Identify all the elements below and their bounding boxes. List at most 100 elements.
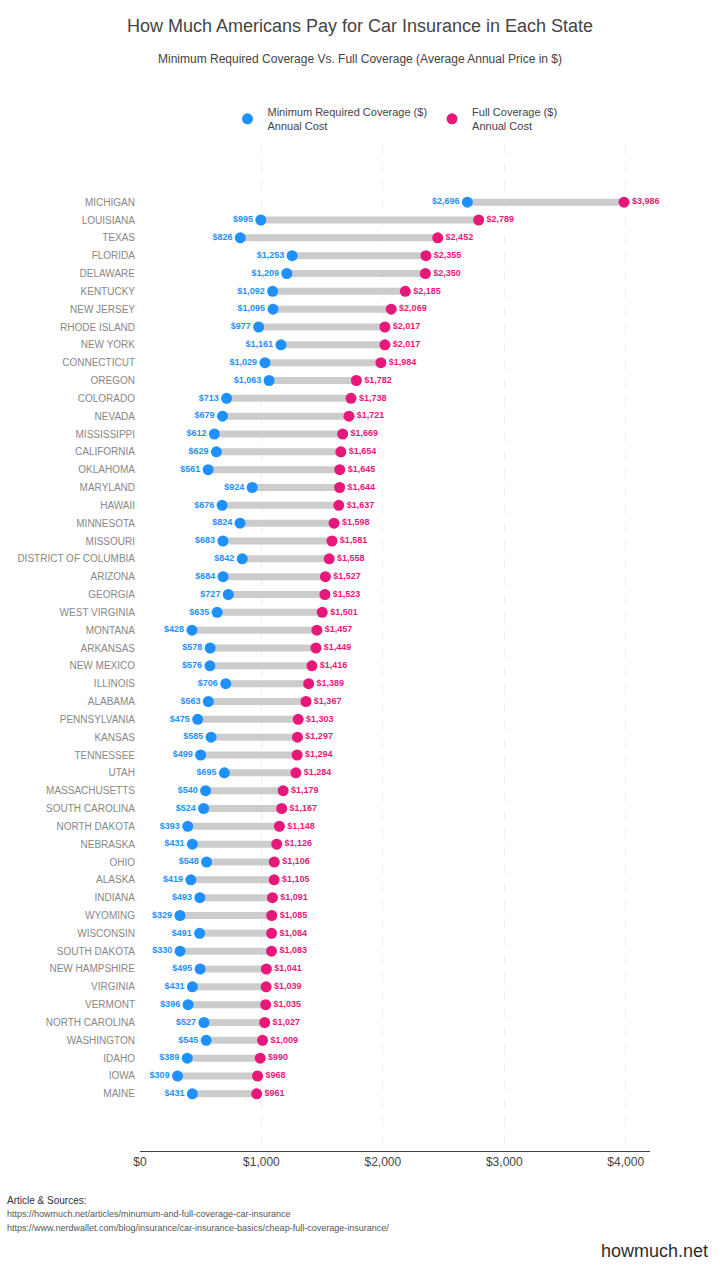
svg-text:INDIANA: INDIANA [94, 892, 135, 903]
svg-text:$924: $924 [224, 482, 244, 492]
svg-text:$1,637: $1,637 [347, 500, 375, 510]
svg-text:$612: $612 [186, 428, 206, 438]
svg-text:RHODE ISLAND: RHODE ISLAND [60, 322, 135, 333]
svg-text:$1,063: $1,063 [234, 375, 262, 385]
svg-text:$576: $576 [182, 660, 202, 670]
svg-text:$1,558: $1,558 [337, 553, 365, 563]
svg-text:Minimum Required Coverage ($)A: Minimum Required Coverage ($)Annual Cost [268, 106, 428, 132]
svg-text:WISCONSIN: WISCONSIN [77, 928, 135, 939]
svg-text:HAWAII: HAWAII [100, 500, 135, 511]
svg-text:NEW HAMPSHIRE: NEW HAMPSHIRE [49, 963, 135, 974]
svg-text:$1,095: $1,095 [238, 303, 266, 313]
svg-text:$563: $563 [180, 696, 200, 706]
svg-text:$713: $713 [199, 393, 219, 403]
svg-text:MICHIGAN: MICHIGAN [85, 197, 135, 208]
svg-text:ILLINOIS: ILLINOIS [94, 678, 135, 689]
svg-text:$683: $683 [195, 535, 215, 545]
svg-text:$3,986: $3,986 [632, 196, 660, 206]
svg-text:NEW YORK: NEW YORK [81, 339, 136, 350]
svg-text:$2,355: $2,355 [434, 250, 462, 260]
svg-text:$1,126: $1,126 [285, 838, 313, 848]
svg-text:$727: $727 [200, 589, 220, 599]
svg-text:$585: $585 [183, 731, 203, 741]
svg-text:$475: $475 [170, 714, 190, 724]
svg-text:$493: $493 [172, 892, 192, 902]
svg-text:$2,069: $2,069 [399, 303, 427, 313]
svg-text:MARYLAND: MARYLAND [80, 482, 135, 493]
svg-text:NORTH CAROLINA: NORTH CAROLINA [46, 1017, 136, 1028]
svg-text:DELAWARE: DELAWARE [80, 268, 136, 279]
svg-text:LOUISIANA: LOUISIANA [82, 215, 136, 226]
svg-text:$1,148: $1,148 [287, 821, 315, 831]
svg-text:$1,000: $1,000 [243, 1155, 280, 1169]
svg-text:$431: $431 [164, 1088, 184, 1098]
svg-text:ALASKA: ALASKA [96, 874, 135, 885]
svg-text:$389: $389 [159, 1052, 179, 1062]
svg-text:$1,209: $1,209 [251, 268, 279, 278]
svg-text:MINNESOTA: MINNESOTA [76, 518, 135, 529]
svg-text:MISSOURI: MISSOURI [86, 536, 135, 547]
svg-text:$1,009: $1,009 [270, 1035, 298, 1045]
svg-text:SOUTH DAKOTA: SOUTH DAKOTA [57, 946, 135, 957]
svg-text:SOUTH CAROLINA: SOUTH CAROLINA [46, 803, 135, 814]
svg-text:$1,644: $1,644 [348, 482, 376, 492]
svg-text:$1,161: $1,161 [246, 339, 274, 349]
svg-text:$1,091: $1,091 [280, 892, 308, 902]
svg-text:$2,789: $2,789 [487, 214, 515, 224]
svg-text:$2,350: $2,350 [433, 268, 461, 278]
svg-text:$3,000: $3,000 [486, 1155, 523, 1169]
svg-text:GEORGIA: GEORGIA [88, 589, 135, 600]
svg-text:$527: $527 [176, 1017, 196, 1027]
svg-text:$524: $524 [176, 803, 196, 813]
svg-text:MONTANA: MONTANA [86, 625, 136, 636]
svg-text:$695: $695 [196, 767, 216, 777]
svg-text:WYOMING: WYOMING [85, 910, 135, 921]
svg-text:$706: $706 [198, 678, 218, 688]
svg-text:MAINE: MAINE [103, 1088, 135, 1099]
svg-text:$824: $824 [212, 517, 232, 527]
svg-text:$2,017: $2,017 [393, 339, 421, 349]
svg-text:MASSACHUSETTS: MASSACHUSETTS [46, 785, 135, 796]
svg-text:NEBRASKA: NEBRASKA [81, 839, 136, 850]
svg-text:OREGON: OREGON [91, 375, 135, 386]
svg-text:KENTUCKY: KENTUCKY [81, 286, 136, 297]
svg-text:$1,654: $1,654 [349, 446, 377, 456]
svg-text:VIRGINIA: VIRGINIA [91, 981, 135, 992]
svg-text:VERMONT: VERMONT [85, 999, 135, 1010]
svg-text:$495: $495 [172, 963, 192, 973]
svg-text:$1,029: $1,029 [230, 357, 258, 367]
svg-text:ARIZONA: ARIZONA [91, 571, 136, 582]
svg-text:$578: $578 [182, 642, 202, 652]
svg-text:$330: $330 [152, 945, 172, 955]
svg-text:$1,167: $1,167 [290, 803, 318, 813]
svg-text:FLORIDA: FLORIDA [92, 250, 136, 261]
svg-text:IDAHO: IDAHO [103, 1053, 135, 1064]
svg-text:$679: $679 [195, 410, 215, 420]
svg-text:ARKANSAS: ARKANSAS [81, 643, 136, 654]
svg-text:$2,017: $2,017 [393, 321, 421, 331]
svg-text:$1,367: $1,367 [314, 696, 342, 706]
svg-text:$1,294: $1,294 [305, 749, 333, 759]
svg-text:OKLAHOMA: OKLAHOMA [78, 464, 135, 475]
svg-text:NEVADA: NEVADA [95, 411, 136, 422]
svg-text:$1,501: $1,501 [330, 607, 358, 617]
svg-text:$309: $309 [150, 1070, 170, 1080]
svg-text:CALIFORNIA: CALIFORNIA [75, 446, 135, 457]
svg-text:$1,782: $1,782 [364, 375, 392, 385]
svg-text:NORTH DAKOTA: NORTH DAKOTA [56, 821, 135, 832]
svg-text:TENNESSEE: TENNESSEE [74, 750, 135, 761]
svg-text:Minimum Required Coverage Vs.: Minimum Required Coverage Vs. Full Cover… [158, 52, 562, 66]
svg-text:$1,721: $1,721 [357, 410, 385, 420]
svg-text:$1,523: $1,523 [333, 589, 361, 599]
svg-text:$1,449: $1,449 [324, 642, 352, 652]
svg-text:$968: $968 [265, 1070, 285, 1080]
svg-text:$629: $629 [188, 446, 208, 456]
svg-text:$684: $684 [195, 571, 215, 581]
svg-text:$990: $990 [268, 1052, 288, 1062]
svg-text:$1,527: $1,527 [333, 571, 361, 581]
svg-text:NEW JERSEY: NEW JERSEY [70, 304, 135, 315]
svg-text:$1,984: $1,984 [389, 357, 417, 367]
svg-text:How Much Americans Pay for Car: How Much Americans Pay for Car Insurance… [127, 16, 593, 36]
svg-text:$635: $635 [189, 607, 209, 617]
svg-text:$428: $428 [164, 624, 184, 634]
